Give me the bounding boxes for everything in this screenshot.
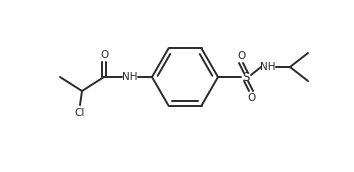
- Text: NH: NH: [260, 62, 276, 72]
- Text: O: O: [237, 51, 245, 61]
- Text: Cl: Cl: [75, 108, 85, 118]
- Text: NH: NH: [122, 72, 138, 82]
- Text: O: O: [247, 93, 255, 103]
- Text: S: S: [242, 71, 250, 83]
- Text: O: O: [100, 50, 108, 60]
